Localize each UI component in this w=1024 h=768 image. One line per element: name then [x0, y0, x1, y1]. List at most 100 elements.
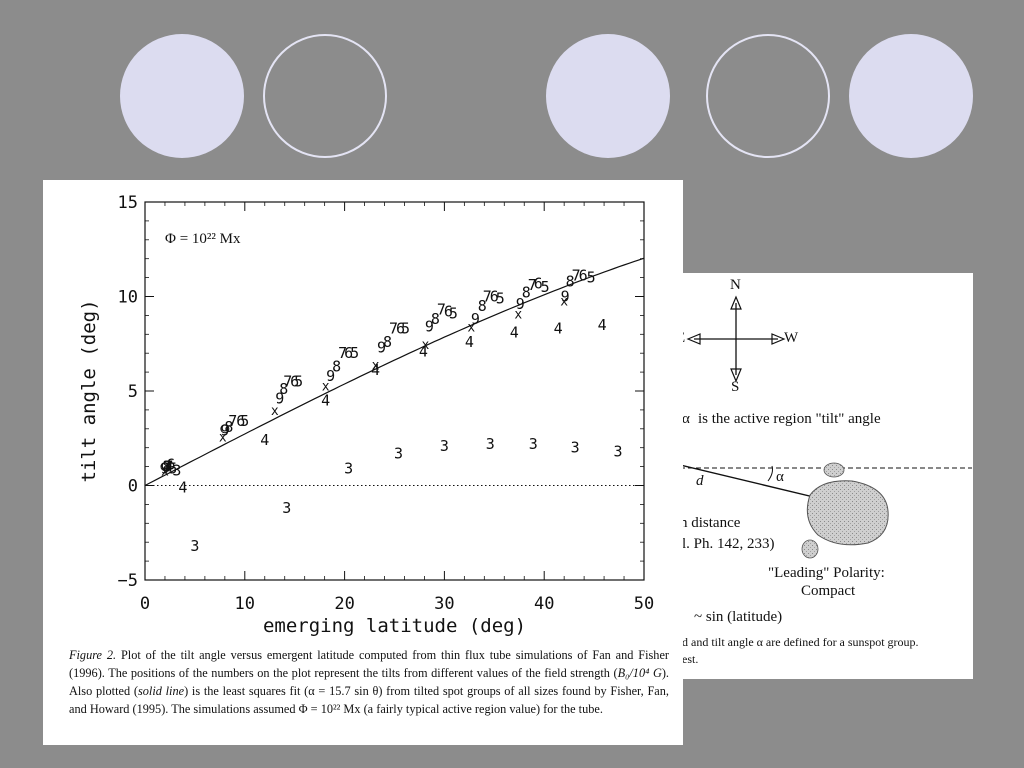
point-marker-7: 7: [389, 320, 398, 338]
point-marker-3: 3: [162, 458, 171, 476]
point-marker-x: x: [271, 404, 279, 419]
point-marker-3: 3: [529, 435, 538, 453]
point-marker-x: x: [322, 379, 330, 394]
x-tick-label: 10: [235, 594, 255, 614]
point-marker-6: 6: [396, 320, 405, 338]
point-marker-3: 3: [440, 437, 449, 455]
leading-compact-label: Compact: [801, 583, 856, 599]
point-marker-4: 4: [260, 431, 269, 449]
point-marker-o: [160, 462, 170, 472]
fit-line: [144, 257, 645, 487]
point-marker-4: 4: [419, 342, 428, 360]
point-marker-9: 9: [561, 288, 570, 306]
point-marker-5: 5: [449, 305, 458, 323]
point-marker-3: 3: [571, 439, 580, 457]
point-marker-5: 5: [587, 269, 596, 287]
point-marker-9: 9: [220, 422, 229, 440]
sunspot-tilt-diagram: N S E W α is the active region "tilt" an…: [672, 273, 973, 679]
point-marker-9: 9: [326, 367, 335, 385]
point-marker-4: 4: [371, 361, 380, 379]
point-marker-x: x: [372, 359, 380, 374]
point-marker-5: 5: [240, 412, 249, 430]
point-marker-4: 4: [554, 320, 563, 338]
point-marker-8: 8: [162, 458, 171, 476]
decor-circle-1: [120, 34, 244, 158]
caption-part3: ) is the least squares fit (α = 15.7 sin…: [69, 684, 669, 716]
diagram-caption-line1: d and tilt angle α are defined for a sun…: [682, 635, 919, 649]
point-marker-6: 6: [344, 344, 353, 362]
plot-frame: [144, 201, 645, 581]
alpha-label: α: [776, 469, 784, 485]
point-marker-5: 5: [294, 373, 303, 391]
point-marker-4: 4: [598, 316, 607, 334]
point-marker-5: 5: [401, 320, 410, 338]
flux-annotation: Φ = 10²² Mx: [165, 231, 241, 247]
point-marker-8: 8: [431, 310, 440, 328]
decor-ring-2: [706, 34, 830, 158]
sin-latitude-label: ~ sin (latitude): [694, 609, 783, 625]
point-marker-8: 8: [478, 297, 487, 315]
x-tick-label: 20: [334, 594, 354, 614]
point-marker-5: 5: [350, 344, 359, 362]
point-marker-8: 8: [566, 272, 575, 290]
point-marker-x: x: [560, 294, 568, 309]
point-marker-9: 9: [516, 295, 525, 313]
point-marker-8: 8: [383, 333, 392, 351]
tilt-definition: is the active region "tilt" angle: [698, 411, 881, 427]
compass-north-label: N: [730, 277, 741, 293]
point-marker-6: 6: [236, 412, 245, 430]
point-marker-9: 9: [377, 339, 386, 357]
point-marker-4: 4: [465, 333, 474, 351]
point-marker-3: 3: [172, 461, 181, 479]
y-tick-label: 10: [118, 288, 138, 308]
y-tick-label: −5: [118, 571, 138, 591]
point-marker-o: [220, 424, 230, 434]
diagram-caption-line2: est.: [682, 652, 699, 666]
reference-label: l. Ph. 142, 233): [682, 536, 775, 552]
point-marker-5: 5: [496, 289, 505, 307]
leading-polarity-label: "Leading" Polarity:: [768, 565, 885, 581]
y-axis-label: tilt angle (deg): [78, 299, 100, 482]
point-marker-7: 7: [228, 412, 237, 430]
d-label: d: [696, 473, 704, 489]
point-marker-7: 7: [338, 344, 347, 362]
compass-west-label: W: [784, 330, 799, 346]
tilt-angle-figure: 0 10 20 30 40 50 −5 0 5 10 15 emerging latitude (de…: [43, 180, 683, 745]
point-marker-8: 8: [522, 284, 531, 302]
point-marker-x: x: [161, 464, 169, 479]
point-marker-3: 3: [190, 537, 199, 555]
point-marker-7: 7: [483, 288, 492, 306]
point-marker-5: 5: [541, 278, 550, 296]
point-marker-4: 4: [178, 478, 187, 496]
point-marker-3: 3: [282, 499, 291, 517]
point-marker-9: 9: [425, 318, 434, 336]
caption-label: Figure 2.: [69, 648, 117, 662]
point-marker-6: 6: [166, 456, 175, 474]
caption-solid-line: solid line: [137, 684, 185, 698]
caption-part1: Plot of the tilt angle versus emergent l…: [69, 648, 670, 680]
caption-field-expr: B₀/10⁴ G: [617, 666, 662, 680]
point-marker-6: 6: [579, 267, 588, 285]
tilt-prefix: α: [682, 411, 690, 427]
point-marker-9: 9: [275, 390, 284, 408]
y-tick-label: 0: [128, 477, 138, 497]
point-marker-6: 6: [490, 288, 499, 306]
x-axis-label: emerging latitude (deg): [263, 615, 526, 637]
point-marker-x: x: [422, 338, 430, 353]
point-marker-7: 7: [283, 373, 292, 391]
diagram-graphics: [672, 295, 972, 559]
point-marker-x: x: [514, 308, 522, 323]
point-marker-6: 6: [444, 303, 453, 321]
point-marker-7: 7: [437, 301, 446, 319]
point-marker-8: 8: [332, 357, 341, 375]
y-tick-label: 5: [128, 382, 138, 402]
caption-part2: ). Also plotted (: [69, 666, 669, 698]
decor-ring-1: [263, 34, 387, 158]
point-marker-3: 3: [486, 435, 495, 453]
decor-circle-2: [546, 34, 670, 158]
point-marker-6: 6: [290, 373, 299, 391]
x-tick-label: 30: [434, 594, 454, 614]
point-marker-7: 7: [528, 276, 537, 294]
point-marker-4: 4: [321, 391, 330, 409]
